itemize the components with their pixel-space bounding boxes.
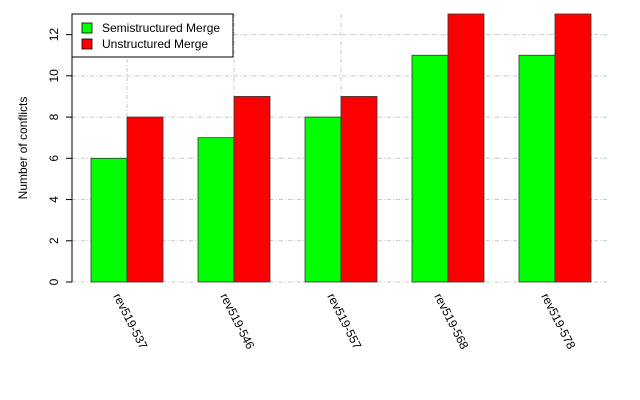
bars bbox=[90, 13, 592, 283]
bar-semistructured-1 bbox=[197, 137, 235, 283]
y-tick-label: 4 bbox=[47, 196, 61, 203]
x-tick-label: rev519-557 bbox=[324, 291, 364, 352]
y-tick-label: 0 bbox=[47, 278, 61, 285]
bar-unstructured-0 bbox=[126, 116, 164, 283]
legend-entry: Unstructured Merge bbox=[102, 37, 208, 51]
bar-unstructured-3 bbox=[447, 13, 485, 283]
legend-box bbox=[71, 13, 234, 58]
y-tick-label: 6 bbox=[47, 155, 61, 162]
x-axis-tick-labels: rev519-537 rev519-546 rev519-557 rev519-568… bbox=[110, 291, 578, 352]
y-tick-label: 8 bbox=[47, 113, 61, 120]
y-tick-label: 2 bbox=[47, 237, 61, 244]
y-axis-label: Number of conflicts bbox=[16, 97, 30, 200]
bar-semistructured-3 bbox=[411, 54, 449, 283]
y-tick-label: 10 bbox=[47, 69, 61, 83]
bar-unstructured-4 bbox=[554, 13, 592, 283]
bar-semistructured-0 bbox=[90, 157, 128, 283]
y-axis: 0 2 4 6 8 10 12 bbox=[47, 28, 73, 285]
x-tick-label: rev519-578 bbox=[538, 291, 578, 352]
bar-semistructured-2 bbox=[304, 116, 342, 283]
x-tick-label: rev519-537 bbox=[110, 291, 150, 352]
legend: Semistructured Merge Unstructured Merge bbox=[71, 13, 234, 58]
legend-swatch bbox=[81, 22, 93, 34]
legend-entry: Semistructured Merge bbox=[102, 21, 220, 35]
y-tick-label: 12 bbox=[47, 28, 61, 42]
x-tick-label: rev519-568 bbox=[431, 291, 471, 352]
bar-unstructured-2 bbox=[340, 96, 378, 283]
bar-semistructured-4 bbox=[518, 54, 556, 283]
x-tick-label: rev519-546 bbox=[217, 291, 257, 352]
legend-swatch bbox=[81, 38, 93, 50]
bar-unstructured-1 bbox=[233, 96, 271, 283]
